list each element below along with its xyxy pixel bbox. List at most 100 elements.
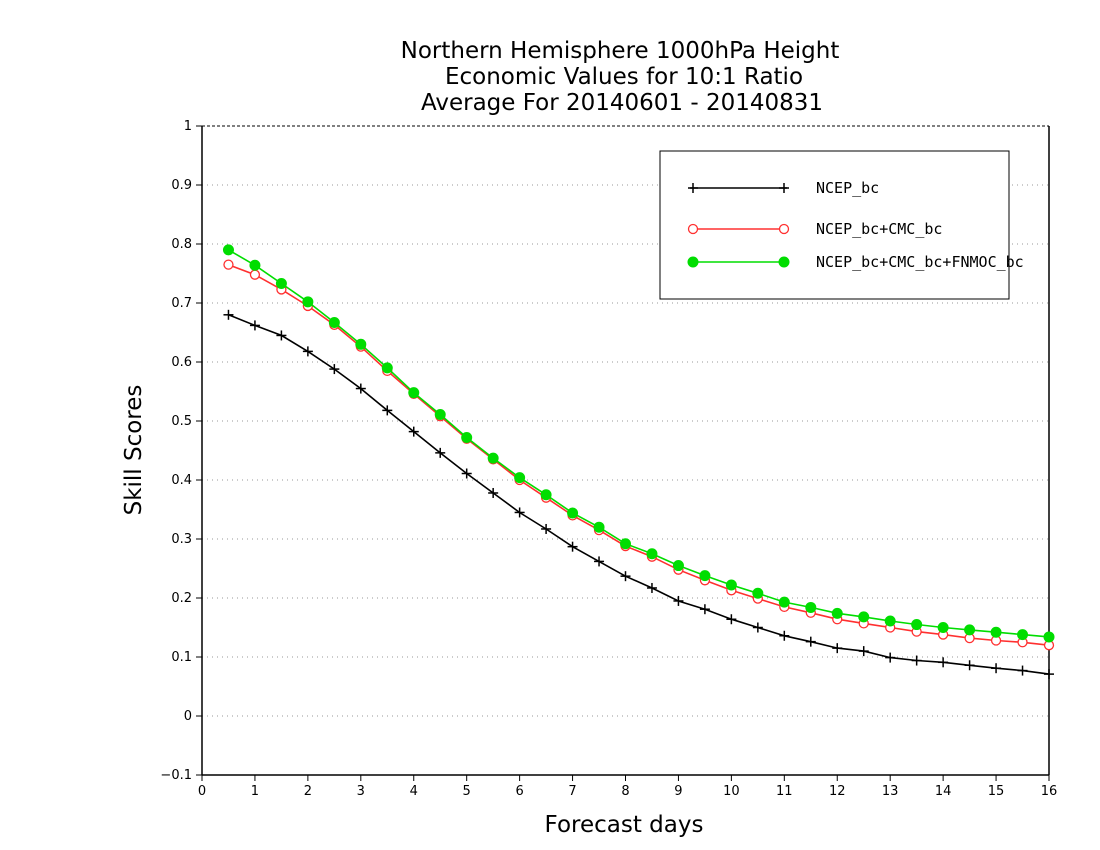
chart-title-line-3: Average For 20140601 - 20140831	[421, 90, 823, 116]
x-tick-label: 0	[198, 784, 206, 799]
legend-items: NCEP_bc NCEP_bc+CMC_bc NCEP_bc+CMC_bc+FNMO…	[687, 179, 1024, 271]
data-point	[699, 604, 710, 615]
data-point	[487, 452, 499, 464]
legend-item-0: NCEP_bc	[688, 179, 879, 197]
data-point	[275, 278, 287, 290]
data-point	[725, 579, 737, 591]
data-point	[223, 309, 234, 320]
legend-item-1: NCEP_bc+CMC_bc	[687, 220, 942, 238]
x-tick-label: 1	[251, 784, 259, 799]
data-point	[990, 626, 1002, 638]
data-point	[620, 571, 631, 582]
series-2	[222, 244, 1055, 643]
data-point	[567, 541, 578, 552]
chart-title-line-2: Economic Values for 10:1 Ratio	[445, 64, 803, 90]
data-point	[964, 624, 976, 636]
y-tick-label: 0.1	[171, 650, 192, 665]
legend-label: NCEP_bc	[816, 179, 879, 197]
data-point	[805, 601, 817, 613]
y-tick-label: 0.7	[171, 296, 192, 311]
data-point	[911, 619, 923, 631]
data-point	[461, 468, 472, 479]
data-point	[752, 587, 764, 599]
data-point	[672, 560, 684, 572]
data-point	[276, 330, 287, 341]
data-point	[1017, 665, 1028, 676]
data-point	[885, 652, 896, 663]
legend-box	[659, 150, 1010, 300]
data-point	[222, 244, 234, 256]
x-tick-label: 4	[410, 784, 418, 799]
x-tick-label: 15	[988, 784, 1005, 799]
data-point	[302, 346, 313, 357]
data-point	[302, 296, 314, 308]
x-tick-label: 5	[463, 784, 471, 799]
legend-marker-start	[688, 183, 698, 193]
y-tick-label: 0.4	[171, 473, 192, 488]
data-point	[805, 636, 816, 647]
data-point	[435, 447, 446, 458]
series-0	[223, 309, 1054, 680]
legend: NCEP_bc NCEP_bc+CMC_bc NCEP_bc+CMC_bc+FNMO…	[659, 150, 1024, 300]
chart-title: Northern Hemisphere 1000hPa Height Econo…	[401, 38, 840, 116]
x-tick-label: 3	[357, 784, 365, 799]
data-point	[355, 338, 367, 350]
legend-marker-start	[687, 256, 699, 268]
data-point	[434, 409, 446, 421]
x-tick-label: 9	[674, 784, 682, 799]
y-tick-label: −0.1	[160, 768, 192, 783]
x-axis-ticks: 0 1 2 3 4 5 6 7 8 9 10 11 12 13 14 15 16	[198, 775, 1057, 799]
data-point	[964, 660, 975, 671]
data-point	[408, 387, 420, 399]
legend-marker-end	[778, 223, 790, 235]
data-point	[249, 259, 261, 271]
data-point	[593, 521, 605, 533]
data-point	[884, 615, 896, 627]
data-point	[991, 663, 1002, 674]
y-tick-label: 0.8	[171, 237, 192, 252]
x-tick-label: 11	[776, 784, 793, 799]
x-tick-label: 16	[1041, 784, 1058, 799]
data-point	[646, 548, 658, 560]
legend-item-2: NCEP_bc+CMC_bc+FNMOC_bc	[687, 253, 1024, 271]
data-point	[646, 582, 657, 593]
chart-title-line-1: Northern Hemisphere 1000hPa Height	[401, 38, 840, 64]
data-point	[911, 655, 922, 666]
data-point	[937, 622, 949, 633]
data-point	[673, 595, 684, 606]
data-point	[778, 596, 790, 608]
data-point	[461, 432, 473, 444]
data-point	[567, 507, 579, 519]
y-axis-label: Skill Scores	[121, 385, 147, 516]
data-point	[726, 614, 737, 625]
legend-marker-start	[687, 223, 699, 235]
data-point	[514, 507, 525, 518]
x-tick-label: 2	[304, 784, 312, 799]
data-point	[1043, 631, 1055, 643]
y-tick-label: 0.9	[171, 178, 192, 193]
x-tick-label: 6	[515, 784, 523, 799]
data-point	[381, 362, 393, 374]
data-point	[355, 383, 366, 394]
data-point	[514, 472, 526, 484]
x-axis-label: Forecast days	[545, 812, 704, 838]
data-point	[408, 426, 419, 437]
data-series	[222, 244, 1055, 680]
data-point	[1044, 669, 1054, 680]
data-point	[858, 646, 869, 657]
legend-label: NCEP_bc+CMC_bc	[816, 220, 942, 238]
legend-label: NCEP_bc+CMC_bc+FNMOC_bc	[816, 253, 1024, 271]
data-point	[249, 269, 261, 280]
x-tick-label: 10	[723, 784, 740, 799]
data-point	[540, 489, 552, 501]
legend-marker-end	[778, 256, 790, 268]
x-tick-label: 12	[829, 784, 846, 799]
y-tick-label: 1	[184, 119, 192, 134]
data-point	[541, 523, 552, 534]
y-tick-label: 0.3	[171, 532, 192, 547]
data-point	[223, 259, 234, 270]
data-point	[620, 538, 631, 550]
x-tick-label: 13	[882, 784, 899, 799]
x-tick-label: 8	[621, 784, 629, 799]
